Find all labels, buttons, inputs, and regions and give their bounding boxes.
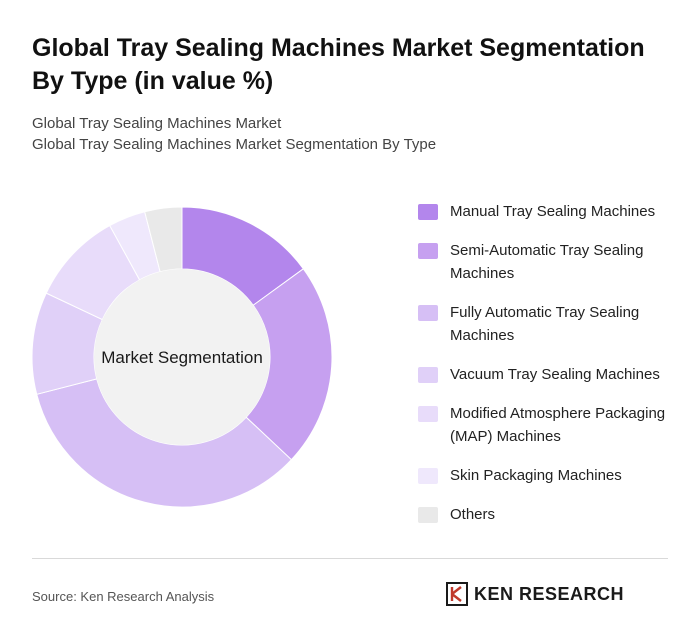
donut-chart: Market Segmentation xyxy=(31,206,333,508)
chart-title: Global Tray Sealing Machines Market Segm… xyxy=(32,34,645,95)
chart-legend: Manual Tray Sealing Machines Semi-Automat… xyxy=(418,200,678,526)
source-note: Source: Ken Research Analysis xyxy=(32,589,215,604)
legend-label: Fully Automatic Tray Sealing Machines xyxy=(450,304,640,344)
breadcrumb-line-1: Global Tray Sealing Machines Market xyxy=(32,115,282,132)
legend-label: Manual Tray Sealing Machines xyxy=(450,203,656,220)
footer-divider xyxy=(32,558,668,559)
legend-item: Fully Automatic Tray Sealing Machines xyxy=(418,301,678,347)
legend-item: Semi-Automatic Tray Sealing Machines xyxy=(418,239,678,285)
breadcrumb: Global Tray Sealing Machines Market Glob… xyxy=(32,113,672,155)
donut-hole xyxy=(94,269,270,445)
legend-swatch xyxy=(418,305,438,321)
legend-label: Semi-Automatic Tray Sealing Machines xyxy=(450,242,644,282)
legend-swatch xyxy=(418,507,438,523)
ken-research-logo: KEN RESEARCH xyxy=(446,582,624,606)
ken-logo-icon xyxy=(446,582,468,606)
legend-item: Manual Tray Sealing Machines xyxy=(418,200,678,223)
legend-item: Modified Atmosphere Packaging (MAP) Mach… xyxy=(418,402,678,448)
legend-swatch xyxy=(418,243,438,259)
donut-slices xyxy=(31,206,333,508)
breadcrumb-line-2: Global Tray Sealing Machines Market Segm… xyxy=(32,136,437,153)
logo-text: KEN RESEARCH xyxy=(474,583,625,604)
legend-label: Others xyxy=(450,506,496,523)
legend-swatch xyxy=(418,367,438,383)
legend-swatch xyxy=(418,406,438,422)
legend-swatch xyxy=(418,204,438,220)
legend-label: Skin Packaging Machines xyxy=(450,467,622,484)
center-label: Market Segmentation xyxy=(101,348,263,367)
legend-swatch xyxy=(418,468,438,484)
legend-label: Modified Atmosphere Packaging (MAP) Mach… xyxy=(450,405,666,445)
legend-item: Vacuum Tray Sealing Machines xyxy=(418,363,678,386)
legend-item: Skin Packaging Machines xyxy=(418,464,678,487)
legend-item: Others xyxy=(418,503,678,526)
legend-label: Vacuum Tray Sealing Machines xyxy=(450,366,660,383)
